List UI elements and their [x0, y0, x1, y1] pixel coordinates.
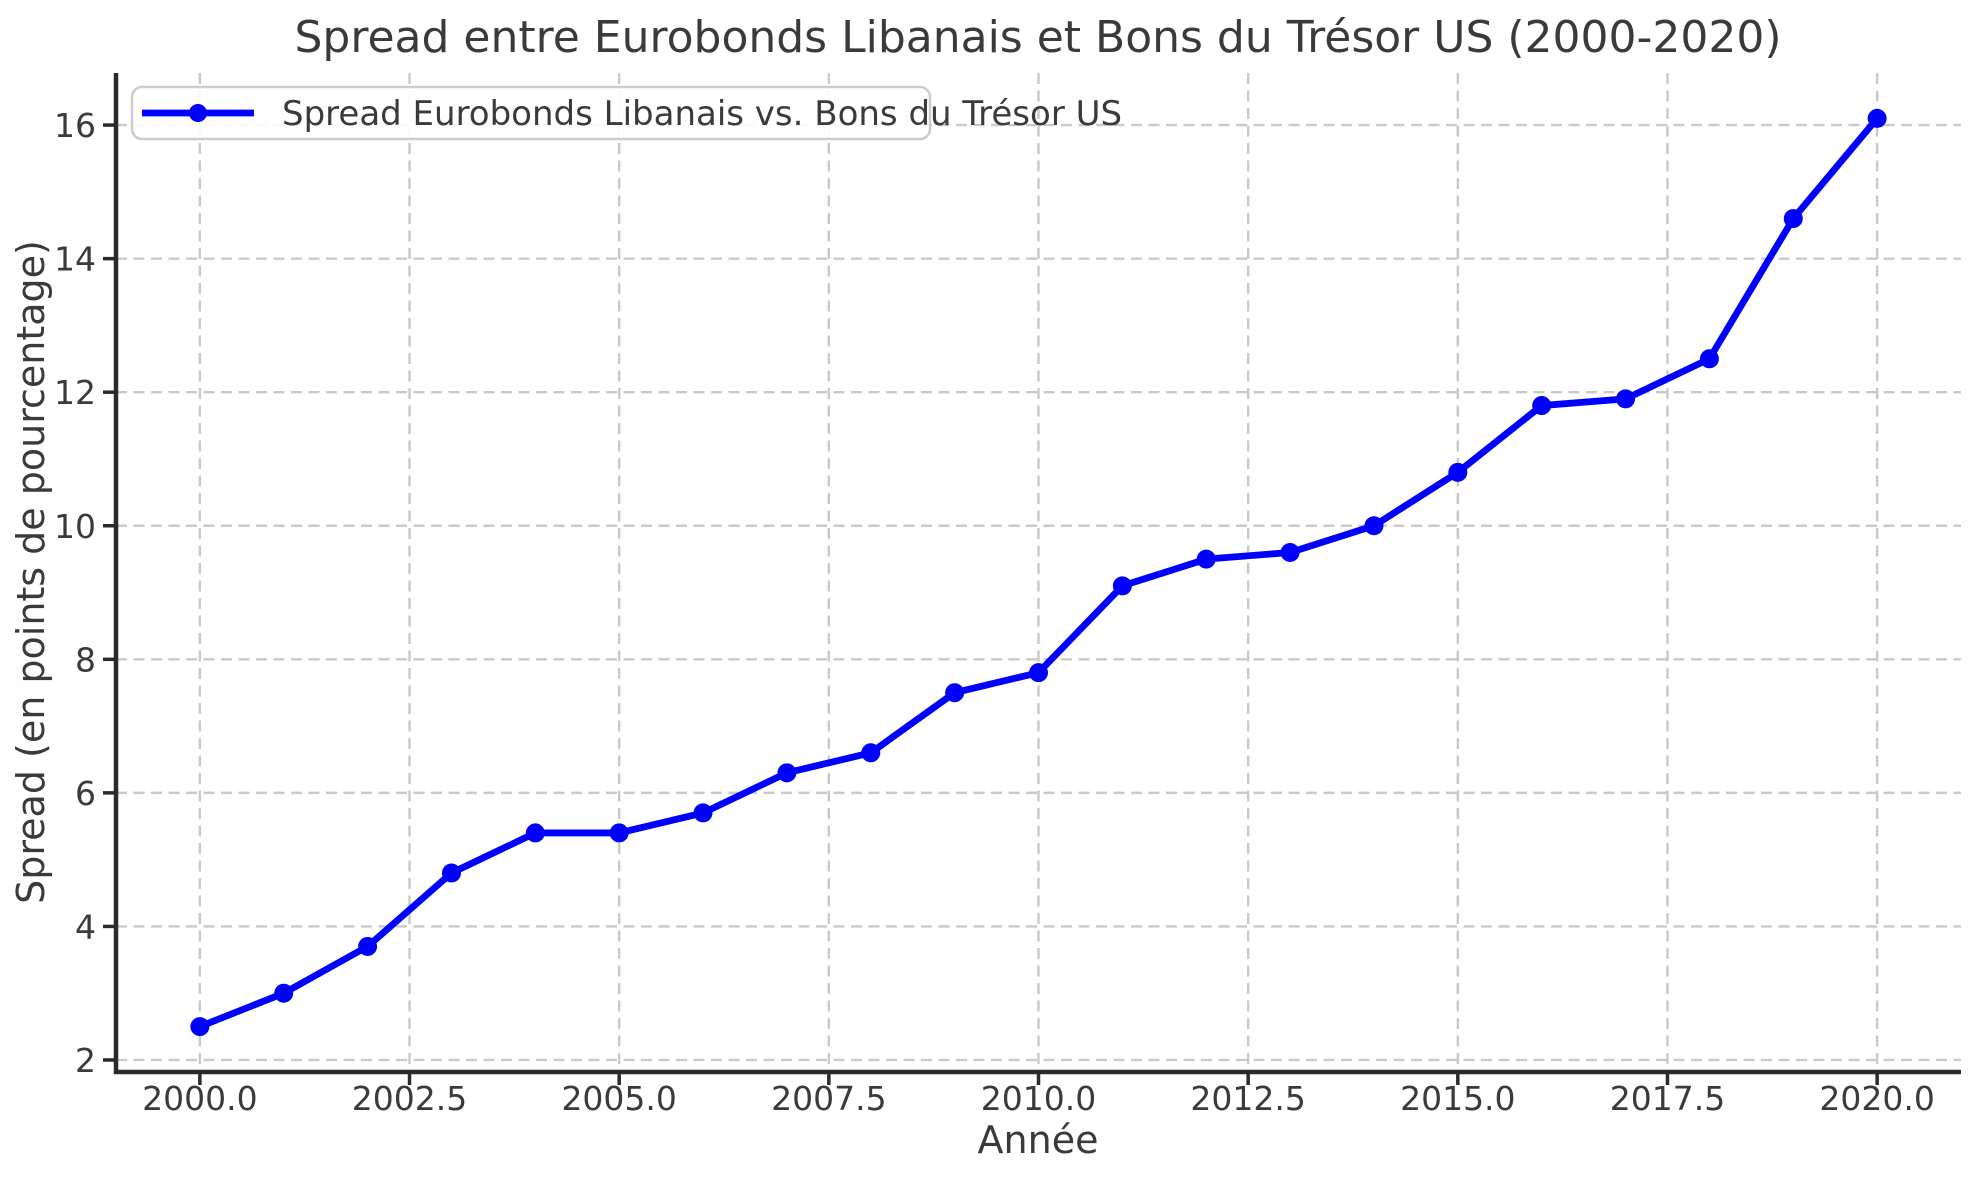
x-tick-label: 2020.0	[1819, 1079, 1934, 1118]
data-point	[693, 803, 713, 823]
y-tick-label: 14	[54, 240, 96, 279]
data-point	[1783, 209, 1803, 229]
legend-marker-dot	[189, 104, 207, 122]
data-point	[1867, 108, 1887, 128]
data-point	[441, 863, 461, 883]
x-tick-label: 2015.0	[1400, 1079, 1515, 1118]
x-tick-label: 2000.0	[142, 1079, 257, 1118]
x-tick-label: 2017.5	[1610, 1079, 1725, 1118]
legend-box	[130, 85, 932, 141]
y-tick-label: 8	[75, 640, 96, 679]
data-point	[1280, 542, 1300, 562]
data-point	[1029, 663, 1048, 683]
y-axis-label: Spread (en points de pourcentage)	[9, 240, 53, 904]
data-point	[1616, 389, 1636, 409]
y-tick-label: 12	[54, 373, 96, 412]
x-tick-label: 2005.0	[561, 1079, 676, 1118]
spread-series	[190, 108, 1887, 1037]
data-point	[1364, 516, 1384, 536]
x-tick-label: 2012.5	[1190, 1079, 1305, 1118]
y-tick-label: 4	[75, 907, 96, 946]
x-axis-label: Année	[978, 1118, 1099, 1162]
data-point	[274, 983, 294, 1003]
legend-label: Spread Eurobonds Libanais vs. Bons du Tr…	[282, 94, 1122, 134]
axes-spines	[113, 73, 1961, 1075]
chart-title: Spread entre Eurobonds Libanais et Bons …	[294, 12, 1781, 63]
y-tick-label: 6	[75, 774, 96, 813]
data-point	[190, 1017, 210, 1037]
data-point	[358, 936, 378, 956]
data-point	[525, 823, 545, 843]
x-tick-label: 2007.5	[771, 1079, 886, 1118]
legend: Spread Eurobonds Libanais vs. Bons du Tr…	[130, 85, 1122, 141]
data-point	[777, 763, 797, 783]
x-tick-label: 2002.5	[352, 1079, 467, 1118]
data-point	[861, 743, 881, 763]
data-point	[1196, 549, 1216, 569]
y-tick-label: 2	[75, 1041, 96, 1080]
data-point	[1112, 576, 1132, 596]
data-point	[1699, 349, 1719, 369]
axis-tick-labels: 2000.0 2002.5 2005.0 2007.5 2010.0 2012.5 2015…	[54, 106, 1935, 1118]
x-tick-label: 2010.0	[981, 1079, 1096, 1118]
y-tick-label: 10	[54, 507, 96, 546]
data-point	[609, 823, 629, 843]
data-point	[945, 683, 965, 703]
data-point	[1532, 396, 1552, 416]
y-tick-label: 16	[54, 106, 96, 145]
data-point	[1448, 462, 1468, 482]
